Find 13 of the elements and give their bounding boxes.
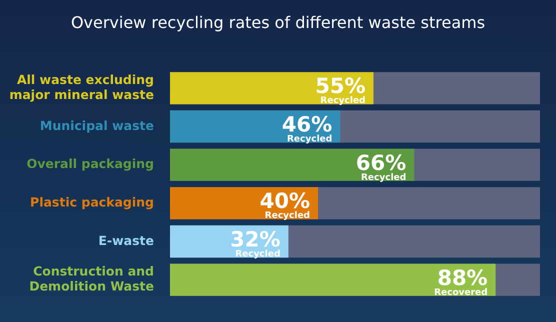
chart-title: Overview recycling rates of different waste streams — [70, 12, 486, 34]
data-label: 46% Recycled — [282, 112, 332, 144]
y-tick-label: Municipal waste — [40, 118, 154, 133]
data-label: 55% Recycled — [315, 74, 366, 106]
data-label: 66% Recycled — [356, 150, 406, 183]
data-label: 88% Recovered — [434, 266, 488, 298]
data-label: 32% Recycled — [230, 228, 280, 260]
y-tick-label: Plastic packaging — [30, 194, 154, 210]
y-tick-label: E-waste — [98, 232, 154, 248]
y-tick-label: Overall packaging — [26, 156, 154, 172]
y-tick-label: Construction and Demolition Waste — [29, 264, 154, 294]
data-label: 40% Recycled — [260, 189, 310, 222]
y-tick-label: All waste excluding major mineral waste — [9, 72, 154, 102]
